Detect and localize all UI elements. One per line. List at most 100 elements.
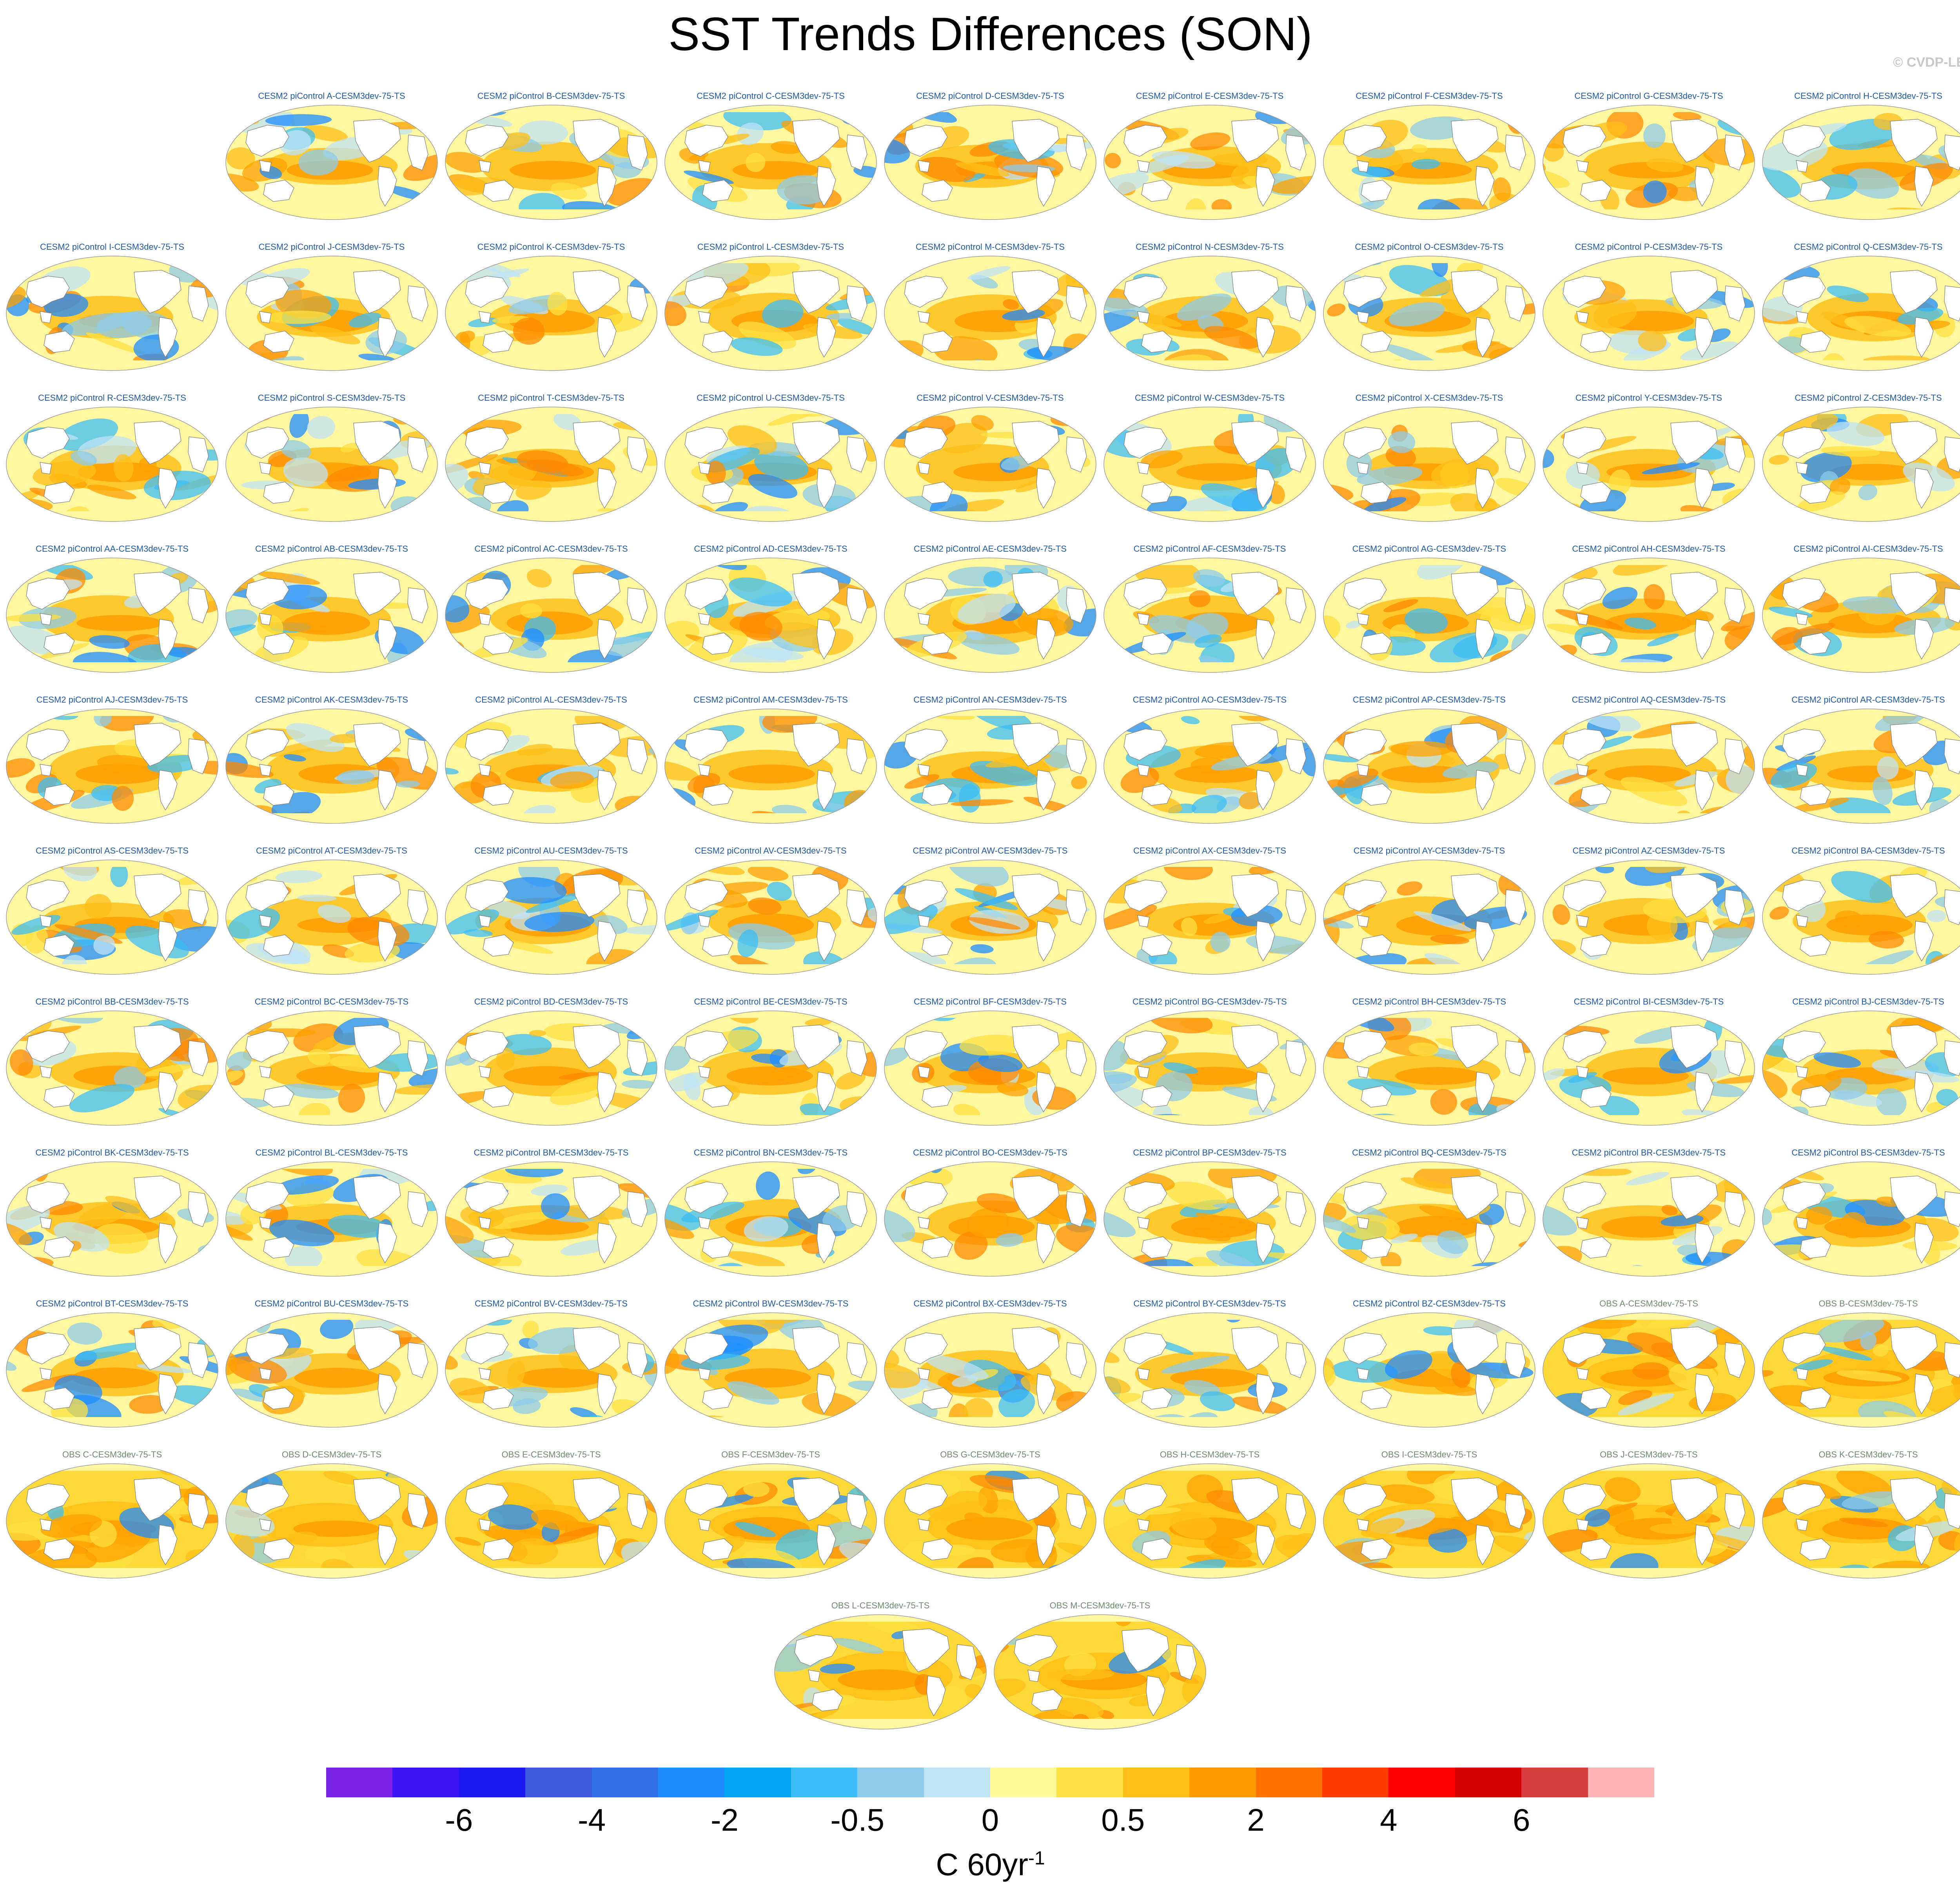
sst-trend-map <box>664 105 877 220</box>
sst-trend-map <box>1762 1161 1960 1277</box>
panel-label: CESM2 piControl A-CESM3dev-75-TS <box>258 91 405 101</box>
panel-label: CESM2 piControl BU-CESM3dev-75-TS <box>254 1299 409 1308</box>
colorbar-tick-label: 0.5 <box>1101 1802 1145 1837</box>
units-exponent: -1 <box>1028 1848 1045 1869</box>
sst-trend-map <box>1323 1312 1535 1428</box>
panel-label: OBS E-CESM3dev-75-TS <box>501 1450 601 1459</box>
map-panel: CESM2 piControl BP-CESM3dev-75-TS <box>1102 1146 1317 1295</box>
map-panel: CESM2 piControl AI-CESM3dev-75-TS <box>1761 542 1960 691</box>
panel-label: CESM2 piControl AU-CESM3dev-75-TS <box>474 846 628 856</box>
panel-label: CESM2 piControl T-CESM3dev-75-TS <box>478 393 624 403</box>
map-panel: CESM2 piControl BR-CESM3dev-75-TS <box>1541 1146 1756 1295</box>
sst-trend-map <box>884 709 1096 824</box>
panel-label: CESM2 piControl AL-CESM3dev-75-TS <box>475 695 627 705</box>
panel-label: CESM2 piControl Q-CESM3dev-75-TS <box>1794 242 1943 252</box>
colorbar-tick-label: 0 <box>981 1802 999 1837</box>
sst-trend-map <box>225 1463 438 1579</box>
sst-trend-map <box>774 1614 987 1730</box>
panel-label: CESM2 piControl G-CESM3dev-75-TS <box>1574 91 1723 101</box>
sst-trend-map <box>664 1312 877 1428</box>
map-panel: CESM2 piControl BT-CESM3dev-75-TS <box>5 1297 220 1446</box>
map-panel: CESM2 piControl BA-CESM3dev-75-TS <box>1761 844 1960 993</box>
panel-label: CESM2 piControl AV-CESM3dev-75-TS <box>695 846 847 856</box>
sst-trend-map <box>6 256 218 371</box>
colorbar-swatch <box>392 1768 459 1797</box>
panel-label: CESM2 piControl N-CESM3dev-75-TS <box>1136 242 1284 252</box>
map-panel: CESM2 piControl T-CESM3dev-75-TS <box>444 391 659 540</box>
panel-label: CESM2 piControl BL-CESM3dev-75-TS <box>255 1148 408 1157</box>
map-panel: CESM2 piControl F-CESM3dev-75-TS <box>1322 89 1537 238</box>
sst-trend-map <box>6 1161 218 1277</box>
panel-label: OBS D-CESM3dev-75-TS <box>281 1450 382 1459</box>
panel-label: CESM2 piControl AN-CESM3dev-75-TS <box>913 695 1067 705</box>
panel-label: OBS K-CESM3dev-75-TS <box>1818 1450 1918 1459</box>
sst-trend-map <box>664 1161 877 1277</box>
colorbar-swatch <box>724 1768 791 1797</box>
panel-label: CESM2 piControl AS-CESM3dev-75-TS <box>35 846 189 856</box>
map-panel: CESM2 piControl AX-CESM3dev-75-TS <box>1102 844 1317 993</box>
panel-label: CESM2 piControl AQ-CESM3dev-75-TS <box>1572 695 1726 705</box>
sst-trend-map <box>1103 256 1316 371</box>
map-panel: CESM2 piControl H-CESM3dev-75-TS <box>1761 89 1960 238</box>
map-panel: OBS H-CESM3dev-75-TS <box>1102 1448 1317 1597</box>
map-panel: CESM2 piControl AC-CESM3dev-75-TS <box>444 542 659 691</box>
panel-label: CESM2 piControl BI-CESM3dev-75-TS <box>1573 997 1724 1007</box>
panel-label: CESM2 piControl L-CESM3dev-75-TS <box>697 242 844 252</box>
sst-trend-map <box>1323 709 1535 824</box>
colorbar-tick-label: 2 <box>1247 1802 1265 1837</box>
sst-trend-map <box>884 1161 1096 1277</box>
map-panel: CESM2 piControl J-CESM3dev-75-TS <box>224 240 439 389</box>
map-panel: CESM2 piControl BV-CESM3dev-75-TS <box>444 1297 659 1446</box>
sst-trend-map <box>225 407 438 522</box>
map-panel: CESM2 piControl AQ-CESM3dev-75-TS <box>1541 693 1756 842</box>
sst-trend-map <box>1762 105 1960 220</box>
panel-label: CESM2 piControl BD-CESM3dev-75-TS <box>474 997 628 1007</box>
panel-label: CESM2 piControl I-CESM3dev-75-TS <box>40 242 184 252</box>
sst-trend-map <box>1762 1010 1960 1126</box>
map-panel: CESM2 piControl S-CESM3dev-75-TS <box>224 391 439 540</box>
panel-label: CESM2 piControl BE-CESM3dev-75-TS <box>694 997 848 1007</box>
map-panel: CESM2 piControl Y-CESM3dev-75-TS <box>1541 391 1756 540</box>
map-panel: CESM2 piControl BW-CESM3dev-75-TS <box>663 1297 878 1446</box>
panel-label: OBS B-CESM3dev-75-TS <box>1818 1299 1918 1308</box>
map-panel: CESM2 piControl U-CESM3dev-75-TS <box>663 391 878 540</box>
sst-trend-map <box>225 105 438 220</box>
map-panel: OBS I-CESM3dev-75-TS <box>1322 1448 1537 1597</box>
panel-label: CESM2 piControl AF-CESM3dev-75-TS <box>1133 544 1286 554</box>
map-panel: CESM2 piControl AN-CESM3dev-75-TS <box>883 693 1098 842</box>
sst-trend-map <box>445 1463 657 1579</box>
panel-label: CESM2 piControl C-CESM3dev-75-TS <box>697 91 845 101</box>
sst-trend-map <box>1543 1463 1755 1579</box>
sst-trend-map <box>884 1010 1096 1126</box>
panel-label: CESM2 piControl AA-CESM3dev-75-TS <box>35 544 189 554</box>
panel-label: CESM2 piControl AT-CESM3dev-75-TS <box>256 846 407 856</box>
sst-trend-map <box>1543 859 1755 975</box>
map-panel: CESM2 piControl BM-CESM3dev-75-TS <box>444 1146 659 1295</box>
map-panel: CESM2 piControl AH-CESM3dev-75-TS <box>1541 542 1756 691</box>
map-panel: CESM2 piControl AL-CESM3dev-75-TS <box>444 693 659 842</box>
map-panel: CESM2 piControl AF-CESM3dev-75-TS <box>1102 542 1317 691</box>
map-panel: CESM2 piControl AR-CESM3dev-75-TS <box>1761 693 1960 842</box>
sst-trend-map <box>1103 1010 1316 1126</box>
panel-label: OBS A-CESM3dev-75-TS <box>1599 1299 1698 1308</box>
panel-label: CESM2 piControl Z-CESM3dev-75-TS <box>1795 393 1942 403</box>
page-title: SST Trends Differences (SON) <box>668 8 1312 60</box>
map-panel: CESM2 piControl C-CESM3dev-75-TS <box>663 89 878 238</box>
sst-trend-map <box>1762 1312 1960 1428</box>
panel-label: CESM2 piControl D-CESM3dev-75-TS <box>916 91 1064 101</box>
map-panel: CESM2 piControl AJ-CESM3dev-75-TS <box>5 693 220 842</box>
panel-label: CESM2 piControl B-CESM3dev-75-TS <box>477 91 625 101</box>
panel-label: CESM2 piControl AG-CESM3dev-75-TS <box>1352 544 1506 554</box>
panel-label: OBS M-CESM3dev-75-TS <box>1049 1601 1151 1610</box>
panel-label: CESM2 piControl BY-CESM3dev-75-TS <box>1133 1299 1286 1308</box>
colorbar-tick-label: -6 <box>445 1802 473 1837</box>
panel-label: CESM2 piControl P-CESM3dev-75-TS <box>1575 242 1723 252</box>
panel-label: CESM2 piControl W-CESM3dev-75-TS <box>1134 393 1285 403</box>
panel-label: CESM2 piControl BG-CESM3dev-75-TS <box>1132 997 1287 1007</box>
map-panel: CESM2 piControl D-CESM3dev-75-TS <box>883 89 1098 238</box>
sst-trend-map <box>884 859 1096 975</box>
panel-label: CESM2 piControl AK-CESM3dev-75-TS <box>255 695 408 705</box>
panel-label: OBS G-CESM3dev-75-TS <box>940 1450 1040 1459</box>
map-panel: CESM2 piControl M-CESM3dev-75-TS <box>883 240 1098 389</box>
sst-trend-map <box>664 709 877 824</box>
